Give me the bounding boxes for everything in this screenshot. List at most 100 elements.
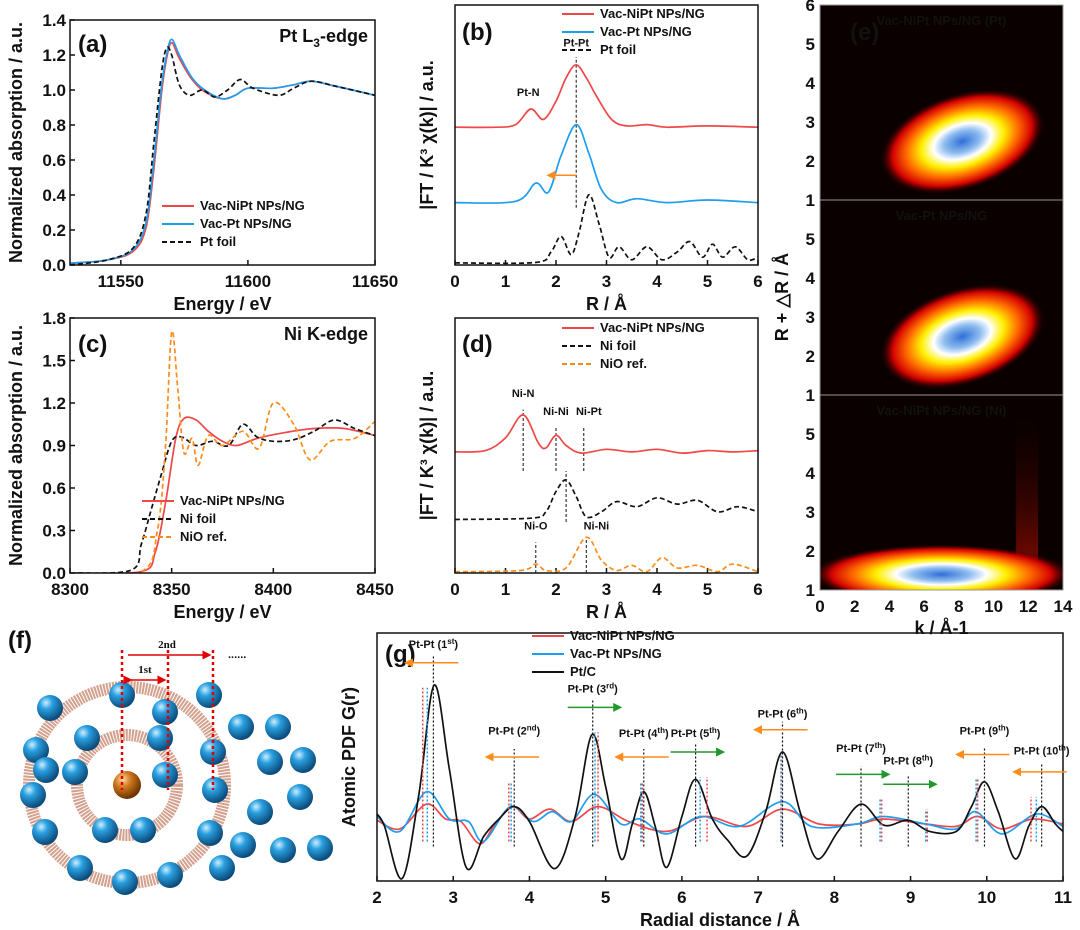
pt-atom [33,757,59,783]
edge-title: Ni K-edge [284,324,368,344]
x-axis-label: R / Å [586,602,627,622]
y-tick-label: 4 [806,74,816,93]
wavelet-map-0: 1 2 3 4 5 6 Vac-NiPt NPs/NG (Pt) [806,0,1064,210]
y-axis-label: R + △R / Å [772,253,792,341]
x-tick-label: 8350 [153,580,191,599]
y-tick-label: 1 [806,581,815,600]
x-tick-label: 5 [703,580,712,599]
legend-label: Vac-Pt NPs/NG [600,24,692,39]
x-tick-label: 1 [501,272,510,291]
pt-atom [62,759,88,785]
second-shell-label: 2nd [158,639,176,651]
wavelet-map-1: 1 2 3 4 5 Vac-Pt NPs/NG [806,199,1064,405]
pt-atom [209,855,235,881]
pt-atom [112,869,138,895]
series-line-0 [455,63,758,129]
pt-atom [202,777,228,803]
pt-atom [152,762,178,788]
y-tick-label: 0.0 [42,564,66,583]
series-line-0 [70,416,375,573]
y-tick-label: 1.0 [42,81,66,100]
legend-label: Ni foil [600,338,636,353]
x-tick-label: 12 [1019,597,1038,616]
x-tick-label: 5 [601,888,610,907]
series-line-2 [455,536,758,573]
y-tick-label: 1.2 [42,46,66,65]
panel-c: 8300 8350 8400 8450 0.0 0.3 0.6 0.9 1.2 1.5 1.8 Ene… [6,309,394,622]
panel-a: 11550 11600 11650 0.0 0.2 0.4 0.6 0.8 1.0 1.2 1.4 E… [6,11,398,314]
y-tick-label: 5 [806,230,815,249]
peak-label: Ni-Pt [576,406,602,418]
x-tick-label: 0 [450,580,459,599]
peak-label: Ni-Ni [543,406,569,418]
x-tick-label: 11 [1054,888,1072,907]
x-axis-label: k / Å-1 [914,618,968,638]
peak-label: Pt-Pt (2nd) [488,724,540,738]
x-tick-label: 3 [602,580,611,599]
x-axis-label: Radial distance / Å [640,910,800,930]
peak-label: Ni-N [512,388,535,400]
x-tick-label: 0 [815,597,824,616]
center-atom [113,771,141,799]
legend-label: Ni foil [180,511,216,526]
x-tick-label: 8450 [356,580,394,599]
peak-label: Pt-Pt (7th) [836,741,886,755]
title-subscript: 3 [313,36,320,50]
x-tick-label: 2 [551,580,560,599]
series-group [455,409,758,573]
series-line-1 [455,123,758,204]
heatmap-frame [819,394,1064,591]
legend-label: Pt foil [200,234,236,249]
y-tick-label: 0.0 [42,256,66,275]
y-tick-label: 0.4 [42,186,66,205]
intensity-hotspot [880,283,1045,390]
legend-label: Vac-NiPt NPs/NG [600,320,705,335]
y-tick-label: 5 [806,425,815,444]
peak-label: Ni-O [524,521,548,533]
x-axis-label: Energy / eV [173,294,271,314]
pt-atom [74,725,100,751]
x-tick-label: 11550 [98,272,144,291]
y-axis-label: |FT / K³ χ(k)| / a.u. [417,60,437,209]
x-tick-label: 10 [977,888,996,907]
x-tick-label: 6 [919,597,928,616]
y-tick-label: 2 [806,152,815,171]
peak-label: Pt-Pt [563,38,589,50]
plot-frame [454,4,759,266]
title-text: Ni K-edge [284,324,368,344]
x-tick-label: 11600 [225,272,271,291]
map-title: Vac-NiPt NPs/NG (Ni) [876,403,1006,418]
x-axis-label: R / Å [586,294,627,314]
x-tick-label: 6 [753,272,762,291]
x-tick-label: 3 [602,272,611,291]
pt-atom [37,695,63,721]
series-line-1 [455,479,758,521]
legend-label: NiO ref. [180,529,227,544]
pt-atom [197,820,223,846]
series-line-2 [70,330,375,573]
y-tick-label: 1.2 [42,394,66,413]
y-tick-label: 1.8 [42,309,66,328]
y-tick-label: 0.6 [42,479,66,498]
panel-label: (a) [78,31,107,58]
series-line-2 [455,193,758,265]
y-tick-label: 0.8 [42,116,66,135]
panel-label: (c) [78,331,107,358]
peak-label: Pt-Pt (5th) [671,726,721,740]
pt-atom [32,819,58,845]
x-tick-label: 11650 [352,272,398,291]
coordination-shell-ring [71,729,183,841]
legend-label: Vac-Pt NPs/NG [200,216,292,231]
series-group [70,330,375,573]
x-tick-label: 9 [906,888,915,907]
y-tick-label: 1.4 [42,11,66,30]
y-tick-label: 0.3 [42,522,66,541]
intensity-tail [1016,395,1039,590]
legend-label: Vac-Pt NPs/NG [570,646,662,661]
pt-atom [67,855,93,881]
x-tick-label: 2 [551,272,560,291]
series-group [377,684,1063,880]
x-tick-label: 6 [753,580,762,599]
x-tick-label: 4 [652,272,662,291]
